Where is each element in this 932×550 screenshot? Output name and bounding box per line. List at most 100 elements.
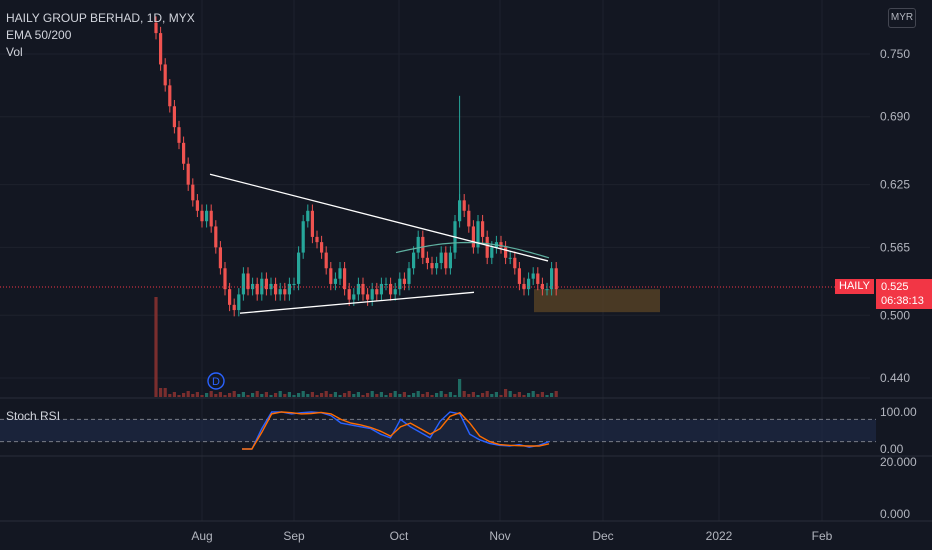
volume-bar (540, 392, 544, 397)
currency-badge[interactable]: MYR (888, 8, 916, 28)
volume-bar (416, 391, 420, 397)
volume-bar (471, 392, 475, 397)
volume-bar (545, 395, 549, 397)
volume-bar (375, 394, 379, 397)
volume-bar (292, 395, 296, 397)
price-axis[interactable]: 0.750 0.690 0.625 0.565 0.500 0.440 (880, 47, 910, 385)
stoch-k-line (242, 411, 550, 450)
price-tick: 0.440 (880, 371, 910, 385)
support-trendline[interactable] (239, 291, 475, 314)
volume-bar (425, 392, 429, 397)
volume-bar (329, 394, 333, 397)
volume-bar (517, 392, 521, 397)
candles (154, 16, 558, 317)
candle-body (471, 226, 475, 248)
volume-bar (159, 388, 163, 397)
candle-body (540, 283, 544, 290)
volume-bar (343, 393, 347, 397)
ema-legend[interactable]: EMA 50/200 (6, 28, 72, 42)
candle-body (315, 236, 319, 243)
dividend-marker[interactable]: D (207, 372, 225, 390)
volume-bar (421, 394, 425, 397)
candle-body (517, 268, 521, 284)
volume-bar (260, 394, 264, 397)
candle-body (444, 252, 448, 269)
volume-bar (297, 393, 301, 397)
volume-bar (177, 395, 181, 397)
volume-bar (407, 395, 411, 397)
volume-bar (467, 394, 471, 397)
candle-body (375, 289, 379, 295)
resistance-trendline[interactable] (209, 173, 549, 262)
candle-body (439, 252, 443, 264)
volume-legend[interactable]: Vol (6, 45, 23, 59)
volume-bar (324, 391, 328, 397)
volume-bar (536, 394, 540, 397)
candle-body (269, 283, 273, 290)
candle-body (361, 283, 365, 295)
candle-body (301, 221, 305, 253)
time-axis[interactable]: Aug Sep Oct Nov Dec 2022 Feb (191, 529, 832, 543)
volume-bar (393, 391, 397, 397)
stoch-tick: 100.00 (880, 405, 917, 419)
volume-bar (398, 394, 402, 397)
bar-countdown: 06:38:13 (881, 295, 924, 307)
volume-bar (200, 395, 204, 397)
ema-line (395, 241, 550, 259)
price-tick: 0.750 (880, 47, 910, 61)
price-tick: 0.690 (880, 110, 910, 124)
volume-bar (172, 392, 176, 397)
candle-body (467, 210, 471, 227)
volume-bar (389, 393, 393, 397)
candle-body (209, 210, 213, 227)
candle-body (172, 106, 176, 128)
time-tick: Feb (812, 529, 833, 543)
candle-body (338, 268, 342, 279)
price-tick: 0.625 (880, 178, 910, 192)
candle-body (536, 273, 540, 284)
candle-body (200, 210, 204, 222)
stoch-rsi-label[interactable]: Stoch RSI (6, 409, 61, 423)
candle-body (333, 278, 337, 284)
price-zone-box (534, 289, 660, 313)
candle-body (232, 304, 236, 311)
candle-body (168, 85, 172, 107)
candle-body (274, 283, 278, 295)
volume-bar (333, 392, 337, 397)
volume-bar (338, 395, 342, 397)
candle-body (329, 268, 333, 284)
candle-body (393, 289, 397, 295)
volume-bar (251, 393, 255, 397)
time-tick: Nov (489, 529, 510, 543)
candle-body (324, 252, 328, 269)
volume-bar (439, 391, 443, 397)
time-tick: 2022 (706, 529, 733, 543)
candle-body (384, 283, 388, 285)
candle-body (214, 226, 218, 248)
volume-bar (402, 392, 406, 397)
stoch-d-line (242, 411, 550, 450)
volume-bar (255, 391, 259, 397)
last-price-value: 0.525 (881, 281, 909, 293)
volume-bar (269, 395, 273, 397)
candle-body (356, 283, 360, 295)
candle-body (278, 289, 282, 295)
volume-bar (306, 394, 310, 397)
volume-bar (485, 391, 489, 397)
candle-body (347, 289, 351, 300)
candle-body (343, 268, 347, 290)
dividend-letter: D (212, 376, 220, 388)
candle-body (435, 263, 439, 269)
volume-bar (384, 395, 388, 397)
candle-body (513, 257, 517, 269)
symbol-title[interactable]: HAILY GROUP BERHAD, 1D, MYX (6, 11, 195, 25)
candle-body (366, 294, 370, 300)
candle-body (476, 221, 480, 248)
volume-bar (315, 395, 319, 397)
volume-bar (237, 394, 241, 397)
dividend-circle (207, 372, 225, 390)
candle-body (163, 64, 167, 86)
volume-bar (453, 395, 457, 397)
volume-bar (435, 393, 439, 397)
